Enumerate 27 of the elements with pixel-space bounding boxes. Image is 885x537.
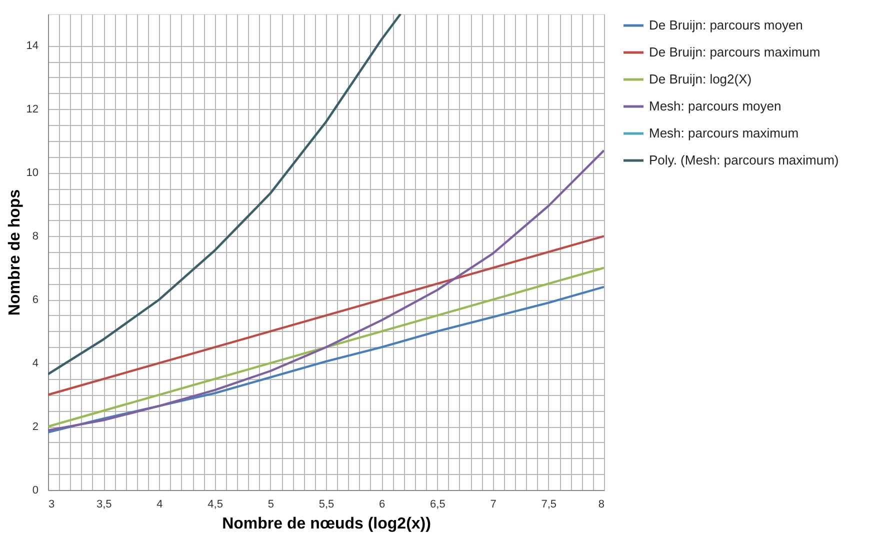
x-tick-label: 3,5 <box>96 498 112 510</box>
legend-label: De Bruijn: log2(X) <box>649 72 752 86</box>
y-tick-label: 0 <box>32 484 38 496</box>
x-tick-label: 6,5 <box>430 498 446 510</box>
legend-label: De Bruijn: parcours maximum <box>649 44 820 60</box>
x-tick-label: 4,5 <box>208 498 223 510</box>
y-tick-label: 2 <box>32 421 38 434</box>
y-tick-label: 10 <box>26 167 38 180</box>
y-axis-title: Nombre de hops <box>6 189 24 316</box>
x-tick-label: 5,5 <box>318 498 334 510</box>
x-tick-label: 4 <box>156 498 163 510</box>
legend-label: De Bruijn: parcours moyen <box>649 18 803 32</box>
legend-label: Mesh: parcours maximum <box>649 126 799 140</box>
y-tick-label: 14 <box>26 40 38 52</box>
x-tick-label: 6 <box>379 498 386 510</box>
y-tick-label: 8 <box>32 230 38 243</box>
x-tick-label: 8 <box>598 498 604 510</box>
y-tick-label: 12 <box>26 104 38 116</box>
x-tick-label: 7,5 <box>541 498 557 510</box>
x-tick-label: 5 <box>268 498 274 510</box>
x-tick-label: 3 <box>48 498 55 510</box>
x-tick-label: 7 <box>490 498 496 510</box>
y-tick-label: 6 <box>32 294 38 306</box>
y-tick-label: 4 <box>32 358 38 370</box>
legend-label: Poly. (Mesh: parcours maximum) <box>649 152 839 168</box>
legend-label: Mesh: parcours moyen <box>649 98 782 114</box>
x-axis-title: Nombre de nœuds (log2(x)) <box>222 516 431 532</box>
